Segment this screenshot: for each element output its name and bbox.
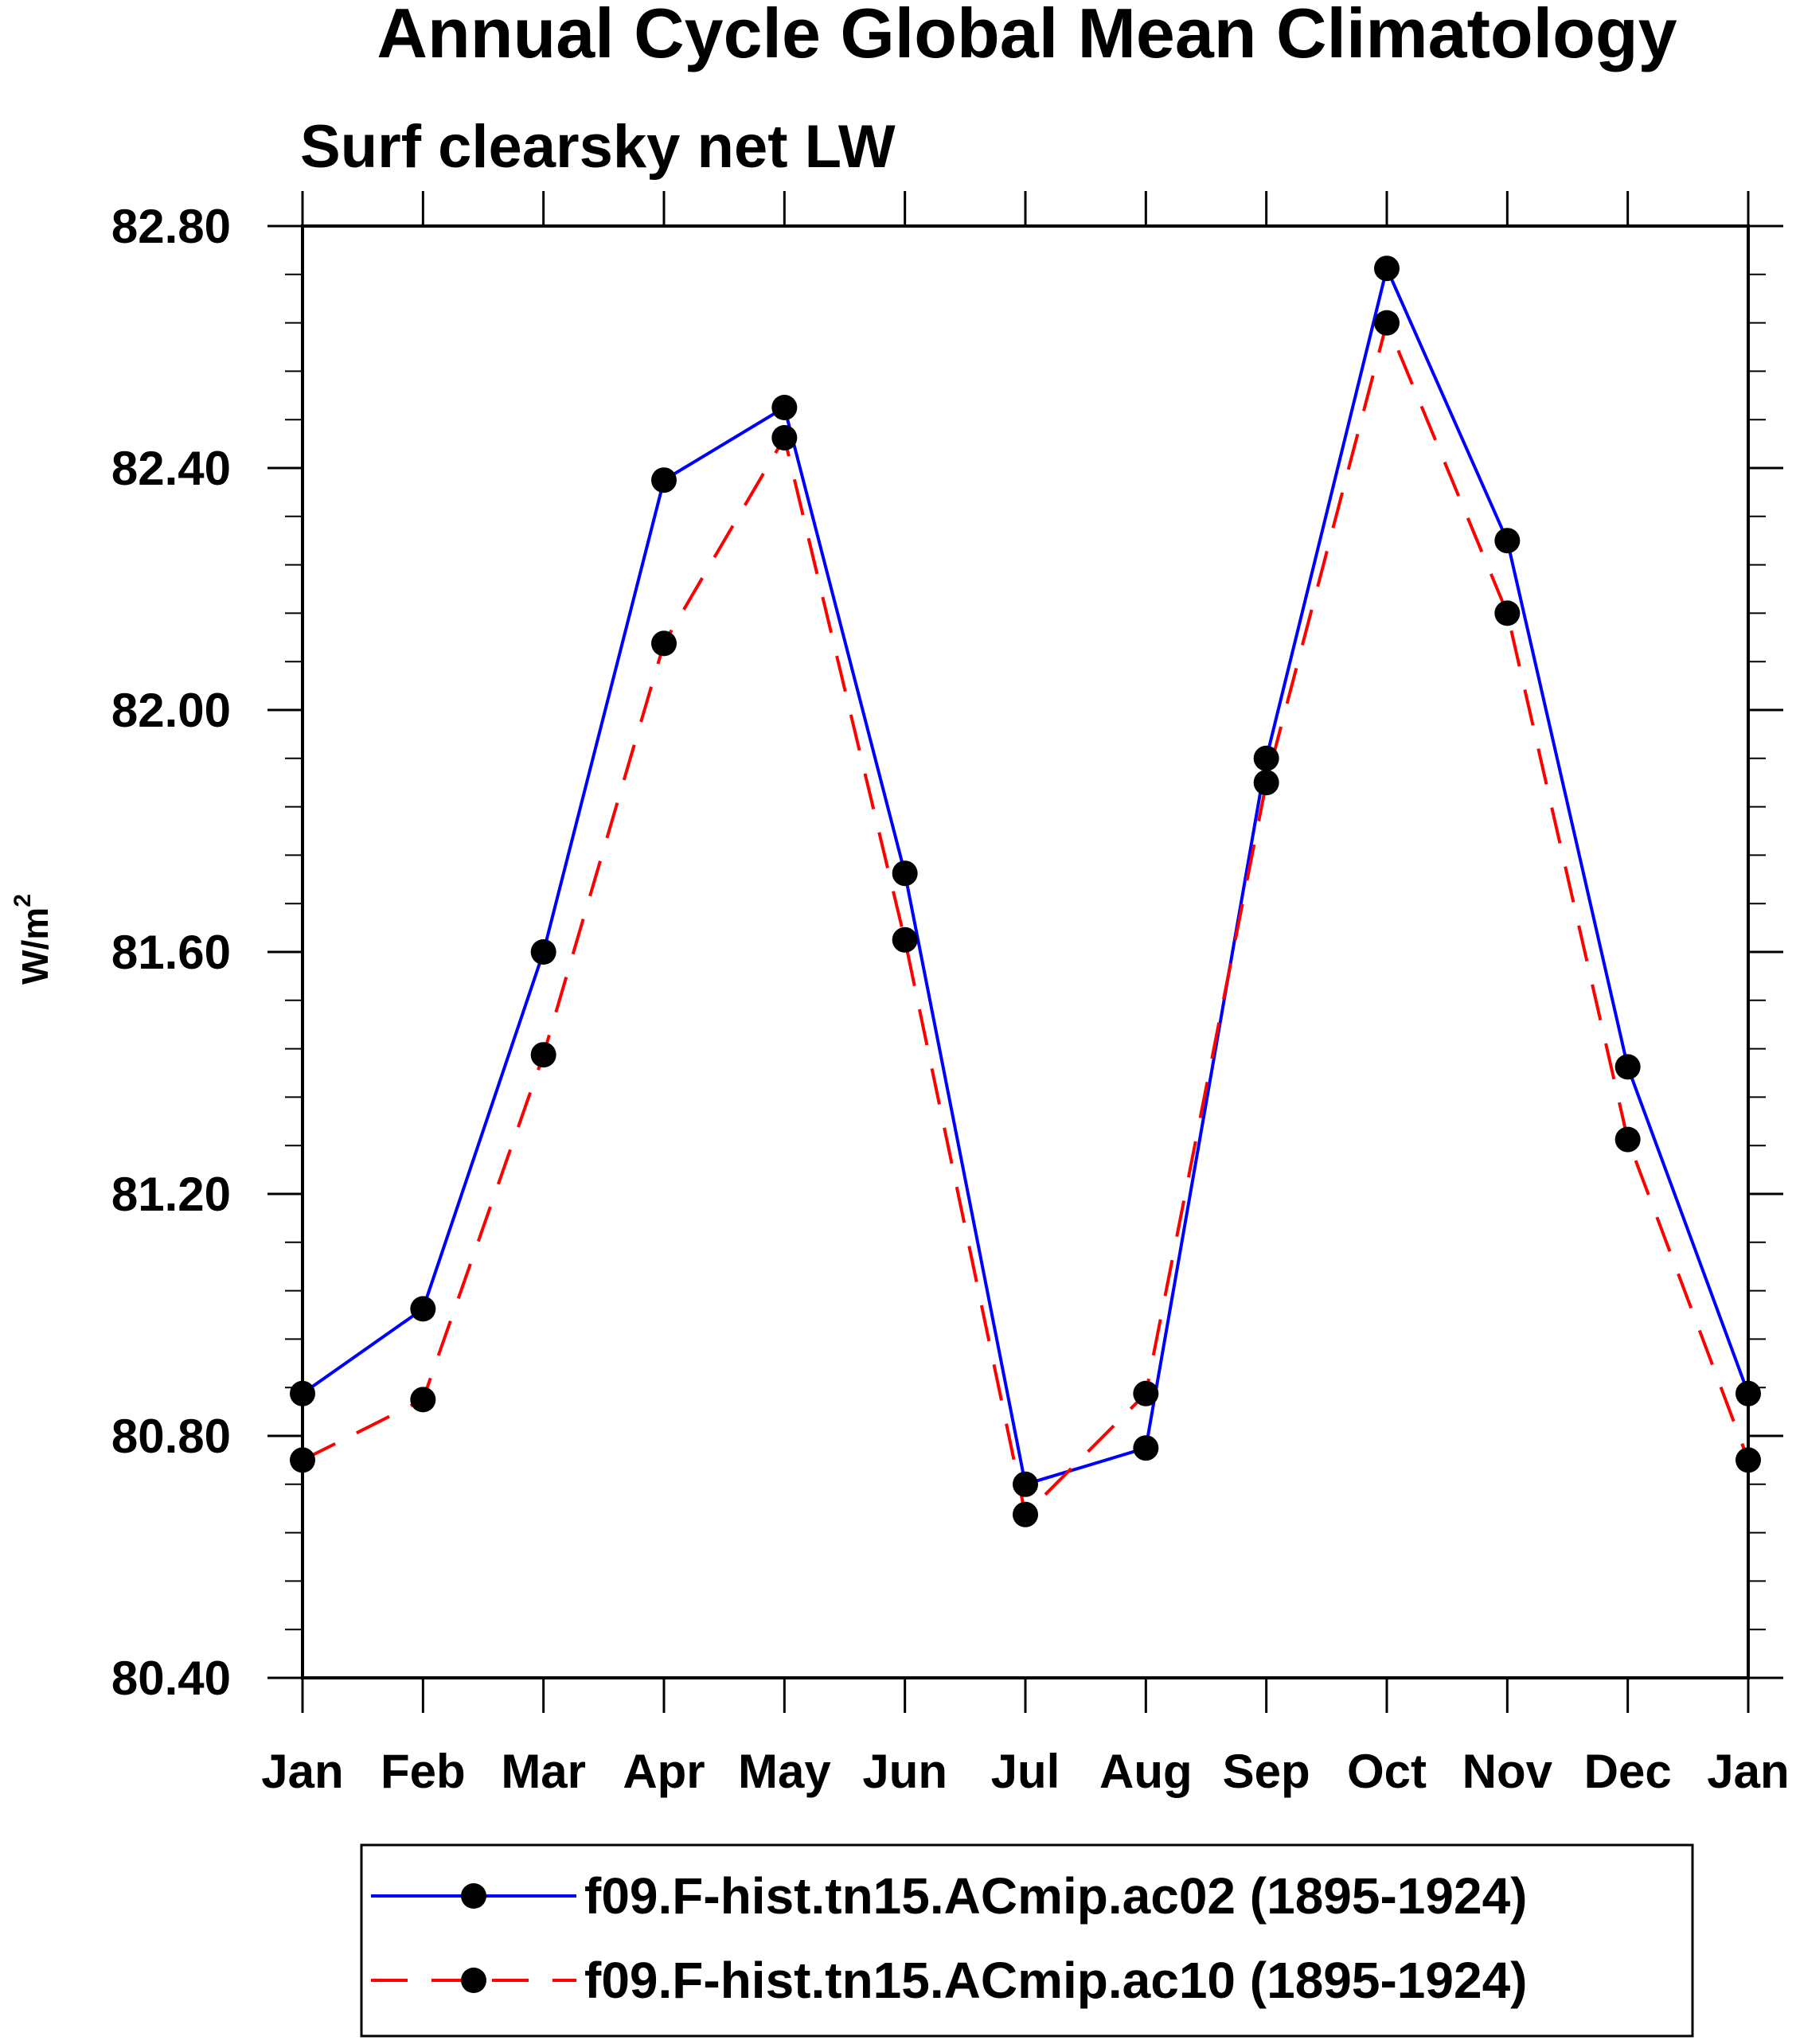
y-tick-label: 82.00: [111, 684, 231, 737]
data-point-series-2: [1374, 310, 1400, 336]
legend-marker-1: [461, 1883, 486, 1909]
series-layer: [290, 256, 1761, 1527]
y-tick-labels: 80.40 80.80 81.20 81.60 82.00 82.40 82.80: [111, 200, 231, 1705]
x-tick-label: Dec: [1584, 1745, 1672, 1798]
series-line-2: [302, 318, 1750, 1518]
data-point-series-1: [1253, 745, 1279, 771]
data-point-series-1: [410, 1296, 436, 1322]
legend-label-1: f09.F-hist.tn15.ACmip.ac02 (1895-1924): [584, 1867, 1527, 1925]
series-line-1: [301, 263, 1750, 1487]
data-point-series-2: [1253, 770, 1279, 796]
x-tick-label: Jul: [991, 1745, 1060, 1798]
x-tick-label: May: [738, 1745, 831, 1798]
data-point-series-1: [530, 939, 556, 965]
x-tick-label: Feb: [381, 1745, 466, 1798]
x-tick-label: Sep: [1223, 1745, 1310, 1798]
legend: f09.F-hist.tn15.ACmip.ac02 (1895-1924) f0…: [360, 1843, 1694, 2038]
chart-title: Annual Cycle Global Mean Climatology: [377, 0, 1677, 72]
x-tick-label: Nov: [1462, 1745, 1553, 1798]
y-axis-label: W/m2: [10, 894, 56, 985]
data-point-series-1: [651, 467, 677, 493]
x-tick-label: Mar: [501, 1745, 586, 1798]
y-tick-label: 80.40: [111, 1652, 231, 1705]
data-point-series-2: [410, 1387, 436, 1413]
x-tick-label: Aug: [1099, 1745, 1193, 1798]
data-point-series-2: [771, 425, 798, 451]
data-point-series-1: [1494, 528, 1521, 554]
x-tick-label: Jun: [862, 1745, 947, 1798]
y-tick-label: 81.20: [111, 1168, 231, 1221]
data-point-series-2: [1013, 1501, 1038, 1527]
data-point-series-1: [771, 395, 798, 420]
data-point-series-2: [530, 1042, 556, 1068]
data-point-series-1: [1013, 1471, 1038, 1497]
x-tick-label: Apr: [623, 1745, 705, 1798]
data-point-series-2: [1133, 1380, 1159, 1406]
y-axis-label-text: W/m: [14, 907, 56, 985]
y-tick-label: 80.80: [111, 1410, 231, 1463]
legend-marker-2: [461, 1968, 486, 1993]
plot-frame: [301, 224, 1750, 1679]
data-point-series-1: [1374, 256, 1400, 282]
data-point-series-1: [1614, 1054, 1641, 1080]
data-point-series-1: [1133, 1435, 1159, 1461]
x-tick-labels: Jan Feb Mar Apr May Jun Jul Aug Sep Oct Nov Dec Jan: [261, 1745, 1789, 1798]
y-tick-label: 82.80: [111, 200, 231, 253]
x-tick-label: Oct: [1347, 1745, 1427, 1798]
data-point-series-1: [892, 860, 918, 887]
x-tick-label: Jan: [261, 1745, 343, 1798]
legend-label-2: f09.F-hist.tn15.ACmip.ac10 (1895-1924): [584, 1952, 1527, 2009]
legend-box: [360, 1843, 1694, 2038]
data-point-series-2: [651, 630, 677, 657]
y-axis-label-superscript: 2: [10, 894, 36, 907]
x-tick-label: Jan: [1707, 1745, 1789, 1798]
chart-subtitle: Surf clearsky net LW: [300, 113, 896, 181]
data-point-series-2: [1494, 600, 1521, 626]
y-tick-label: 81.60: [111, 926, 231, 979]
y-tick-label: 82.40: [111, 442, 231, 495]
data-point-series-2: [1614, 1126, 1641, 1153]
data-point-series-2: [892, 926, 918, 953]
